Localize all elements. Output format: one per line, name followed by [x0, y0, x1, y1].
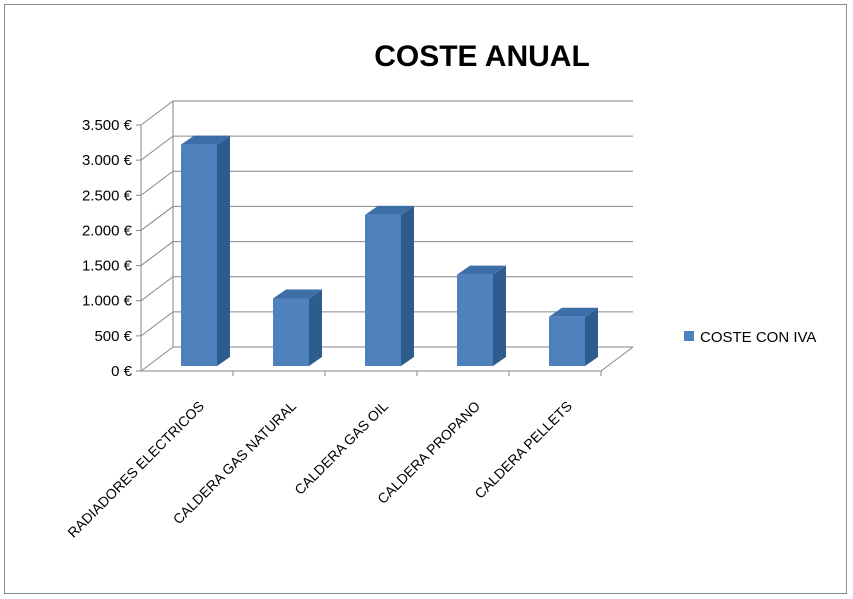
- bar-front: [457, 274, 493, 366]
- bar-top: [457, 265, 506, 275]
- grid-diagonal: [140, 241, 174, 266]
- grid-diagonal: [140, 135, 174, 161]
- y-tick-label: 0 €: [111, 363, 133, 380]
- grid-diagonal: [140, 311, 174, 337]
- bar: [181, 135, 230, 366]
- bar-side: [401, 205, 414, 366]
- bar-front: [273, 298, 309, 366]
- bar-front: [181, 144, 217, 366]
- bar-front: [365, 214, 401, 366]
- y-tick-label: 2.500 €: [82, 187, 133, 204]
- legend: COSTE CON IVA: [684, 329, 816, 346]
- bar-top: [365, 205, 414, 215]
- category-label: CALDERA PROPANO: [374, 398, 483, 507]
- y-tick-label: 3.500 €: [82, 117, 133, 134]
- y-tick-label: 3.000 €: [82, 152, 133, 169]
- bar-front: [549, 316, 585, 366]
- chart-title: COSTE ANUAL: [374, 40, 590, 73]
- grid-diagonal: [140, 206, 174, 231]
- bar: [273, 289, 322, 366]
- floor-edge: [600, 346, 634, 372]
- bar-side: [585, 307, 598, 366]
- legend-label: COSTE CON IVA: [700, 329, 816, 346]
- grid-diagonal: [140, 170, 174, 196]
- bars: [181, 135, 598, 366]
- category-label: CALDERA GAS OIL: [291, 398, 391, 498]
- grid-diagonal: [140, 276, 174, 302]
- y-tick-label: 500 €: [94, 328, 132, 345]
- y-tick-label: 1.500 €: [82, 258, 133, 275]
- bar-side: [217, 135, 230, 366]
- bar-side: [309, 289, 322, 366]
- y-axis-ticks: 0 € 500 € 1.000 € 1.500 € 2.000 € 2.500 € 3.00…: [82, 117, 141, 380]
- bar: [549, 307, 598, 366]
- y-tick-label: 2.000 €: [82, 222, 133, 239]
- legend-swatch: [684, 331, 694, 341]
- bar-side: [493, 265, 506, 366]
- chart-frame: [4, 4, 847, 594]
- category-label: CALDERA PELLETS: [471, 398, 575, 502]
- grid-diagonal: [140, 100, 174, 126]
- grid-diagonal: [140, 346, 174, 372]
- bar: [457, 265, 506, 366]
- bar-top: [549, 307, 598, 317]
- bar-top: [181, 135, 230, 145]
- y-tick-label: 1.000 €: [82, 293, 133, 310]
- bar-top: [273, 289, 322, 299]
- bar: [365, 205, 414, 366]
